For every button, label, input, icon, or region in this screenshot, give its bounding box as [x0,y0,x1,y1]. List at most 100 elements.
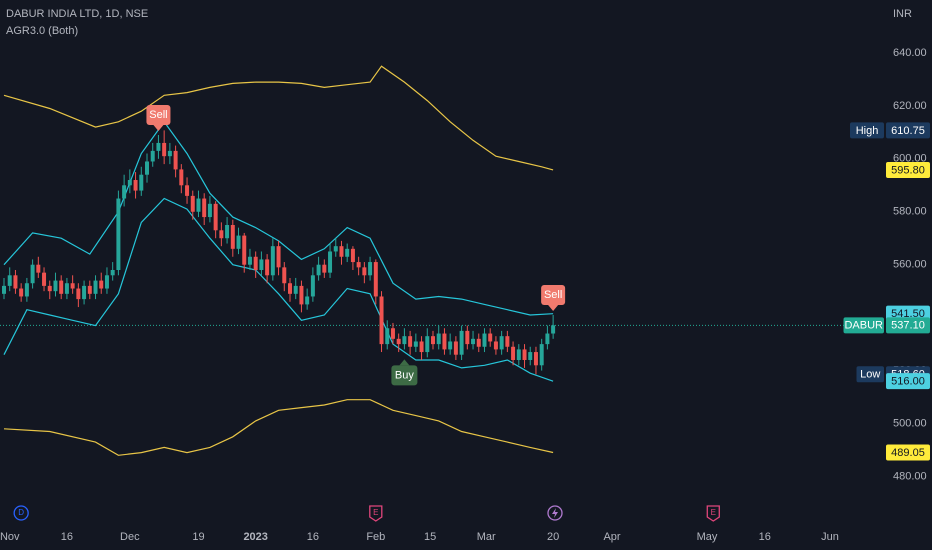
candle-body [448,341,453,350]
price-label-value: 595.80 [891,164,925,176]
y-tick-label: 480.00 [893,470,927,482]
candle-body [511,346,516,360]
candle-body [528,352,533,360]
candle-body [145,161,149,175]
candle-body [185,185,190,196]
signal-pointer [153,125,164,131]
candle-body [551,325,556,334]
candle-body [270,246,275,276]
price-label-name-box [856,366,884,383]
candle-body [293,285,298,294]
signal-marker: Sell [146,105,171,131]
candle-body [516,349,521,360]
candle-body [533,352,538,366]
candle-body [305,296,310,305]
price-label-name: Low [860,369,880,381]
y-tick-label: 580.00 [893,206,927,218]
candle-body [93,280,98,294]
candle-body [70,283,75,289]
candle-body [76,288,81,300]
price-label-name-box [843,317,884,334]
candle-body [408,336,413,347]
candle-body [356,262,361,268]
price-label-name: High [856,125,879,137]
y-tick-label: 640.00 [893,47,927,59]
candle-body [499,336,504,350]
signal-label: Buy [395,369,414,381]
candle-body [493,341,498,350]
price-label-box [886,373,930,390]
candle-body [339,246,344,257]
candle-body [373,262,378,297]
y-tick-label: 500.00 [893,417,927,429]
y-tick-label: 600.00 [893,153,927,165]
price-label: 489.05 [886,444,930,461]
signal-label: Sell [544,289,562,301]
candle-body [133,180,138,191]
x-tick-label: 15 [424,531,436,543]
band-line [3,197,554,382]
price-label-box [886,122,930,139]
candle-body [127,180,132,186]
event-ring [13,505,29,521]
event-icon[interactable]: E [706,505,720,522]
y-tick-label: 560.00 [893,259,927,271]
candle-body [396,338,401,345]
candle-body [350,248,355,263]
chart-title[interactable]: DABUR INDIA LTD, 1D, NSE [6,8,148,20]
candle-body [82,285,87,300]
signal-box [391,365,418,386]
candle-body [30,264,35,284]
indicator-name[interactable]: AGR3.0 (Both) [6,25,78,37]
candle-body [310,275,315,297]
candle-body [419,341,424,353]
candle-body [333,246,338,252]
signal-box [541,285,566,305]
candle-body [122,185,127,199]
x-tick-label: May [697,531,718,543]
candle-body [522,349,527,360]
candle-body [242,235,247,265]
candle-body [299,285,304,305]
candle-body [390,328,395,339]
event-label: D [18,508,24,517]
candle-body [173,150,178,170]
currency: INR [893,8,912,20]
candle-body [139,174,144,191]
x-tick-label: Jun [821,531,839,543]
candle-body [150,150,155,162]
candle-body [442,333,447,350]
price-label-box [886,444,930,461]
candle-body [99,280,104,289]
candle-body [59,280,64,294]
x-tick-label: Mar [477,531,496,543]
candle-body [425,336,430,353]
candle-body [36,264,41,273]
candle-body [476,338,481,347]
candle-body [488,333,493,342]
x-tick-label: Feb [366,531,385,543]
price-label-value: 516.00 [891,376,925,388]
lightning-icon[interactable] [547,505,563,521]
price-label: 516.00 [886,373,930,390]
event-icon[interactable]: E [369,505,383,522]
candle-body [471,338,476,345]
price-label-value: 610.75 [891,125,925,137]
candle-body [213,203,218,231]
event-shape [706,505,720,522]
candle-body [385,328,390,345]
candle-body [316,264,321,276]
candle-body [64,283,69,294]
icon-ring [547,505,563,521]
candle-body [53,280,58,292]
price-label: 610.75 High [850,122,930,139]
candle-body [362,267,367,276]
event-icon[interactable]: D [13,505,29,521]
candle-body [19,288,24,297]
candle-body [431,336,435,345]
x-tick-label: Dec [120,531,140,543]
candle-body [87,285,92,294]
price-label-name: DABUR [844,320,883,332]
event-shape [369,505,383,522]
candle-body [156,142,161,151]
